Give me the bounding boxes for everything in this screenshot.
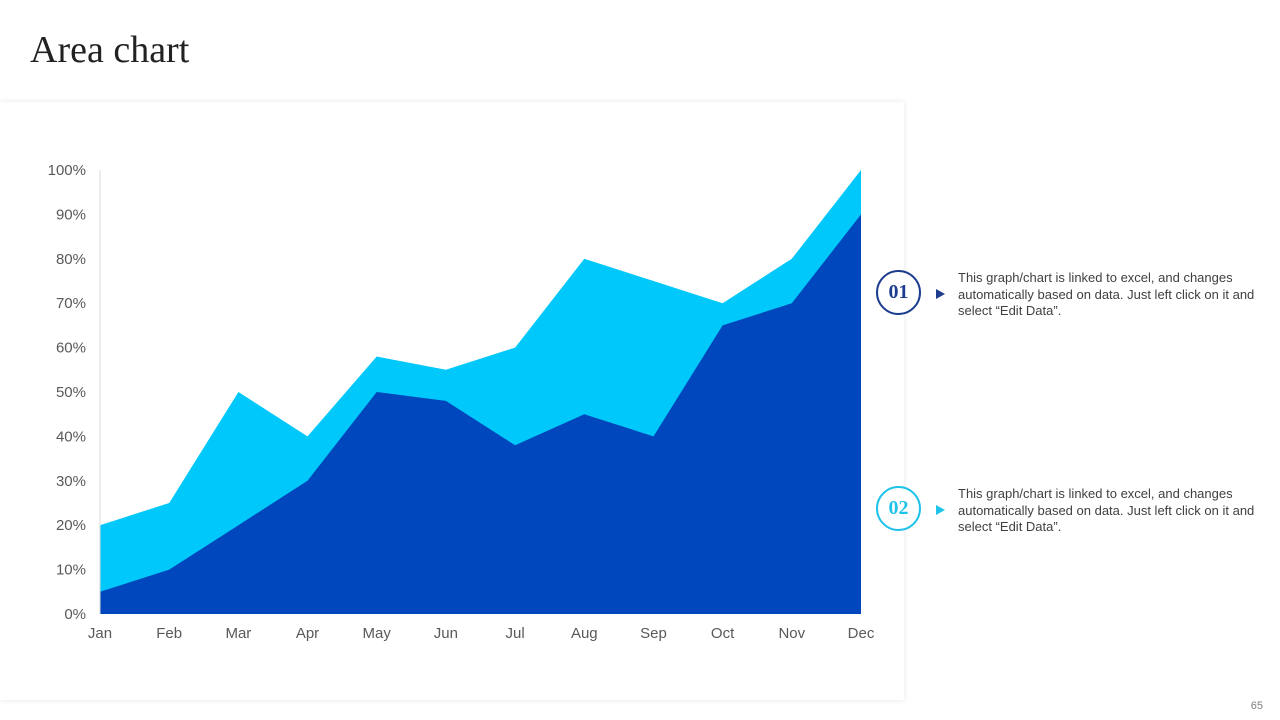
badge-01: 01: [876, 270, 921, 315]
y-tick-label: 40%: [56, 428, 86, 445]
y-tick-label: 30%: [56, 473, 86, 490]
y-tick-label: 20%: [56, 517, 86, 534]
x-tick-label: Apr: [296, 625, 319, 642]
arrow-right-icon: [936, 289, 945, 299]
x-tick-label: Feb: [156, 625, 182, 642]
y-tick-label: 90%: [56, 206, 86, 223]
series-2-area: [100, 214, 861, 614]
arrow-right-icon: [936, 505, 945, 515]
y-tick-label: 50%: [56, 384, 86, 401]
y-tick-label: 80%: [56, 251, 86, 268]
x-tick-label: May: [363, 625, 392, 642]
x-tick-label: Aug: [571, 625, 598, 642]
x-tick-label: Jan: [88, 625, 112, 642]
y-tick-label: 0%: [64, 606, 86, 623]
note-02: 02 This graph/chart is linked to excel, …: [876, 486, 1276, 536]
page-title: Area chart: [30, 29, 190, 71]
badge-02: 02: [876, 486, 921, 531]
page-number: 65: [1250, 700, 1263, 712]
note-02-text: This graph/chart is linked to excel, and…: [958, 486, 1255, 534]
y-tick-labels: 0% 10% 20% 30% 40% 50% 60% 70% 80% 90% 100%: [48, 162, 86, 623]
x-tick-label: Mar: [225, 625, 251, 642]
x-tick-label: Nov: [778, 625, 805, 642]
y-tick-label: 70%: [56, 295, 86, 312]
y-tick-label: 10%: [56, 562, 86, 579]
x-tick-labels: Jan Feb Mar Apr May Jun Jul Aug Sep Oct Nov Dec: [88, 625, 875, 642]
note-01: 01 This graph/chart is linked to excel, …: [876, 270, 1276, 320]
area-chart: 0% 10% 20% 30% 40% 50% 60% 70% 80% 90% 100% Jan Feb…: [48, 162, 875, 642]
note-01-text: This graph/chart is linked to excel, and…: [958, 270, 1255, 318]
x-tick-label: Sep: [640, 625, 667, 642]
x-tick-label: Jul: [506, 625, 525, 642]
y-tick-label: 60%: [56, 340, 86, 357]
chart-card: 0% 10% 20% 30% 40% 50% 60% 70% 80% 90% 100% Jan Feb…: [0, 102, 904, 700]
x-tick-label: Oct: [711, 625, 735, 642]
x-tick-label: Dec: [848, 625, 875, 642]
y-tick-label: 100%: [48, 162, 86, 179]
x-tick-label: Jun: [434, 625, 458, 642]
area-layer: [100, 170, 861, 614]
